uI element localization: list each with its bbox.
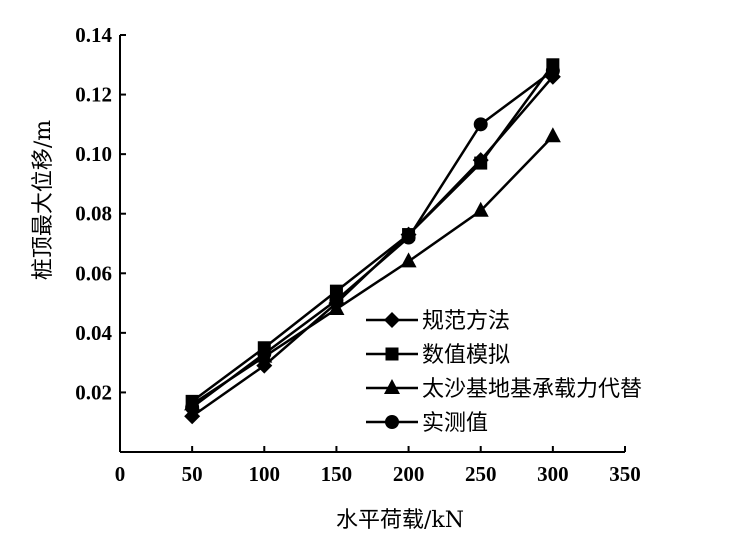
legend-label: 实测值 [422, 411, 488, 436]
series-circle [185, 63, 560, 415]
legend-item: 数值模拟 [366, 343, 510, 368]
series-line [191, 69, 554, 409]
circle-marker [401, 230, 416, 245]
x-tick-label: 50 [182, 462, 203, 486]
legend-item: 实测值 [366, 411, 488, 436]
circle-marker [473, 117, 488, 132]
y-tick-label: 0.02 [75, 380, 112, 404]
x-tick-label: 150 [321, 462, 353, 486]
y-tick-label: 0.04 [75, 321, 112, 345]
y-tick-label: 0.12 [75, 83, 112, 107]
circle-marker [185, 400, 200, 415]
legend-item: 太沙基地基承载力代替 [366, 377, 642, 402]
circle-marker [385, 415, 399, 429]
y-tick-label: 0.08 [75, 202, 112, 226]
circle-marker [545, 63, 560, 78]
y-tick-label: 0.06 [75, 261, 112, 285]
x-tick-label: 350 [609, 462, 641, 486]
square-marker [474, 156, 488, 170]
circle-marker [329, 293, 344, 308]
x-tick-label: 250 [465, 462, 497, 486]
series-line [191, 135, 554, 406]
x-tick-label: 300 [537, 462, 569, 486]
diamond-marker [384, 312, 400, 328]
triangle-marker [400, 252, 417, 268]
circle-marker [257, 346, 272, 361]
triangle-marker [544, 127, 561, 143]
legend-label: 太沙基地基承载力代替 [422, 377, 642, 402]
y-tick-label: 0.14 [75, 23, 112, 47]
legend-label: 数值模拟 [422, 343, 510, 368]
series-line [191, 64, 554, 403]
legend-label: 规范方法 [422, 309, 510, 334]
x-tick-label: 100 [249, 462, 281, 486]
legend-item: 规范方法 [366, 309, 510, 334]
triangle-marker [328, 300, 345, 316]
x-tick-label: 0 [115, 462, 126, 486]
y-axis-label: 桩顶最大位移/m [31, 120, 56, 280]
triangle-marker [384, 379, 400, 394]
x-axis-label: 水平荷载/kN [336, 508, 464, 533]
y-tick-label: 0.10 [75, 142, 112, 166]
triangle-marker [472, 201, 489, 217]
x-tick-label: 200 [393, 462, 425, 486]
square-marker [385, 347, 399, 361]
